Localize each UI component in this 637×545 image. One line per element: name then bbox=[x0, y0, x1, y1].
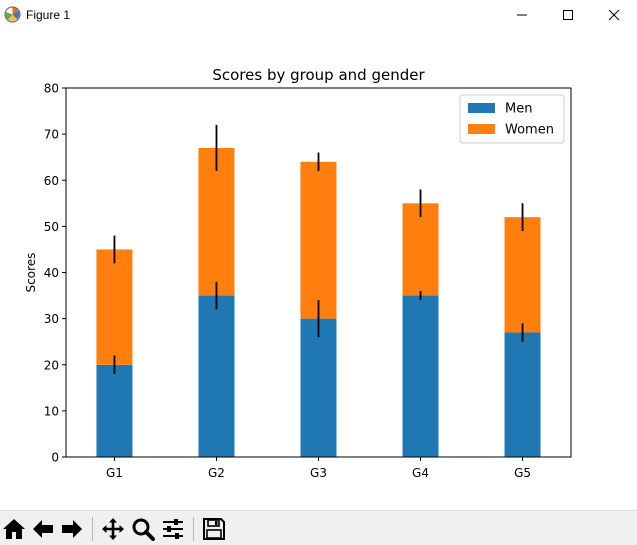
arrow-right-icon bbox=[62, 520, 82, 538]
sliders-icon bbox=[163, 519, 183, 539]
window-title: Figure 1 bbox=[26, 8, 71, 22]
x-tick-label: G2 bbox=[208, 466, 225, 480]
bar-women-g5 bbox=[504, 217, 541, 333]
matplotlib-logo-icon bbox=[4, 6, 21, 23]
toolbar-separator bbox=[92, 517, 93, 541]
toolbar-separator bbox=[193, 517, 194, 541]
home-button[interactable] bbox=[0, 515, 28, 543]
x-tick-label: G5 bbox=[514, 466, 531, 480]
y-tick-label: 0 bbox=[51, 451, 59, 465]
bar-women-g1 bbox=[96, 249, 133, 365]
navigation-toolbar bbox=[0, 510, 637, 545]
y-tick-label: 20 bbox=[44, 358, 59, 372]
legend-swatch-women bbox=[468, 124, 495, 134]
y-tick-label: 80 bbox=[44, 82, 59, 96]
bar-men-g5 bbox=[504, 332, 541, 457]
bar-men-g1 bbox=[96, 364, 133, 457]
stacked-bar-chart: Scores by group and gender 0 10 20 30 40 50 60 7… bbox=[24, 66, 572, 480]
bar-women-g2 bbox=[198, 147, 235, 296]
pan-button[interactable] bbox=[99, 515, 127, 543]
y-tick-label: 10 bbox=[44, 404, 59, 418]
bar-men-g4 bbox=[402, 295, 439, 457]
y-tick-label: 40 bbox=[44, 266, 59, 280]
configure-subplots-button[interactable] bbox=[159, 515, 187, 543]
y-tick-label: 50 bbox=[44, 220, 59, 234]
figure-canvas[interactable]: Scores by group and gender 0 10 20 30 40 50 60 7… bbox=[0, 30, 637, 510]
save-icon bbox=[203, 518, 225, 540]
bar-women-g4 bbox=[402, 203, 439, 296]
home-icon bbox=[3, 519, 25, 539]
maximize-button[interactable] bbox=[545, 0, 591, 30]
legend-label-men: Men bbox=[505, 102, 532, 117]
y-tick-label: 70 bbox=[44, 128, 59, 142]
y-tick-label: 30 bbox=[44, 312, 59, 326]
forward-button[interactable] bbox=[58, 515, 86, 543]
title-bar[interactable]: Figure 1 bbox=[0, 0, 637, 30]
bar-women-g3 bbox=[300, 161, 337, 319]
back-button[interactable] bbox=[29, 515, 57, 543]
chart-title: Scores by group and gender bbox=[212, 66, 425, 84]
legend-swatch-men bbox=[468, 103, 495, 113]
zoom-icon bbox=[132, 518, 155, 541]
minimize-button[interactable] bbox=[499, 0, 545, 30]
save-button[interactable] bbox=[200, 515, 228, 543]
y-axis-label: Scores bbox=[24, 253, 38, 293]
arrow-left-icon bbox=[33, 520, 53, 538]
minimize-icon bbox=[517, 14, 527, 16]
maximize-icon bbox=[563, 10, 573, 20]
move-icon bbox=[102, 518, 124, 540]
x-tick-label: G4 bbox=[412, 466, 429, 480]
bar-men-g2 bbox=[198, 295, 235, 457]
x-tick-label: G1 bbox=[106, 466, 123, 480]
close-icon bbox=[608, 9, 620, 21]
zoom-button[interactable] bbox=[129, 515, 157, 543]
close-button[interactable] bbox=[591, 0, 637, 30]
bar-men-g3 bbox=[300, 318, 337, 457]
legend-label-women: Women bbox=[505, 123, 554, 138]
x-tick-label: G3 bbox=[310, 466, 327, 480]
y-tick-label: 60 bbox=[44, 174, 59, 188]
